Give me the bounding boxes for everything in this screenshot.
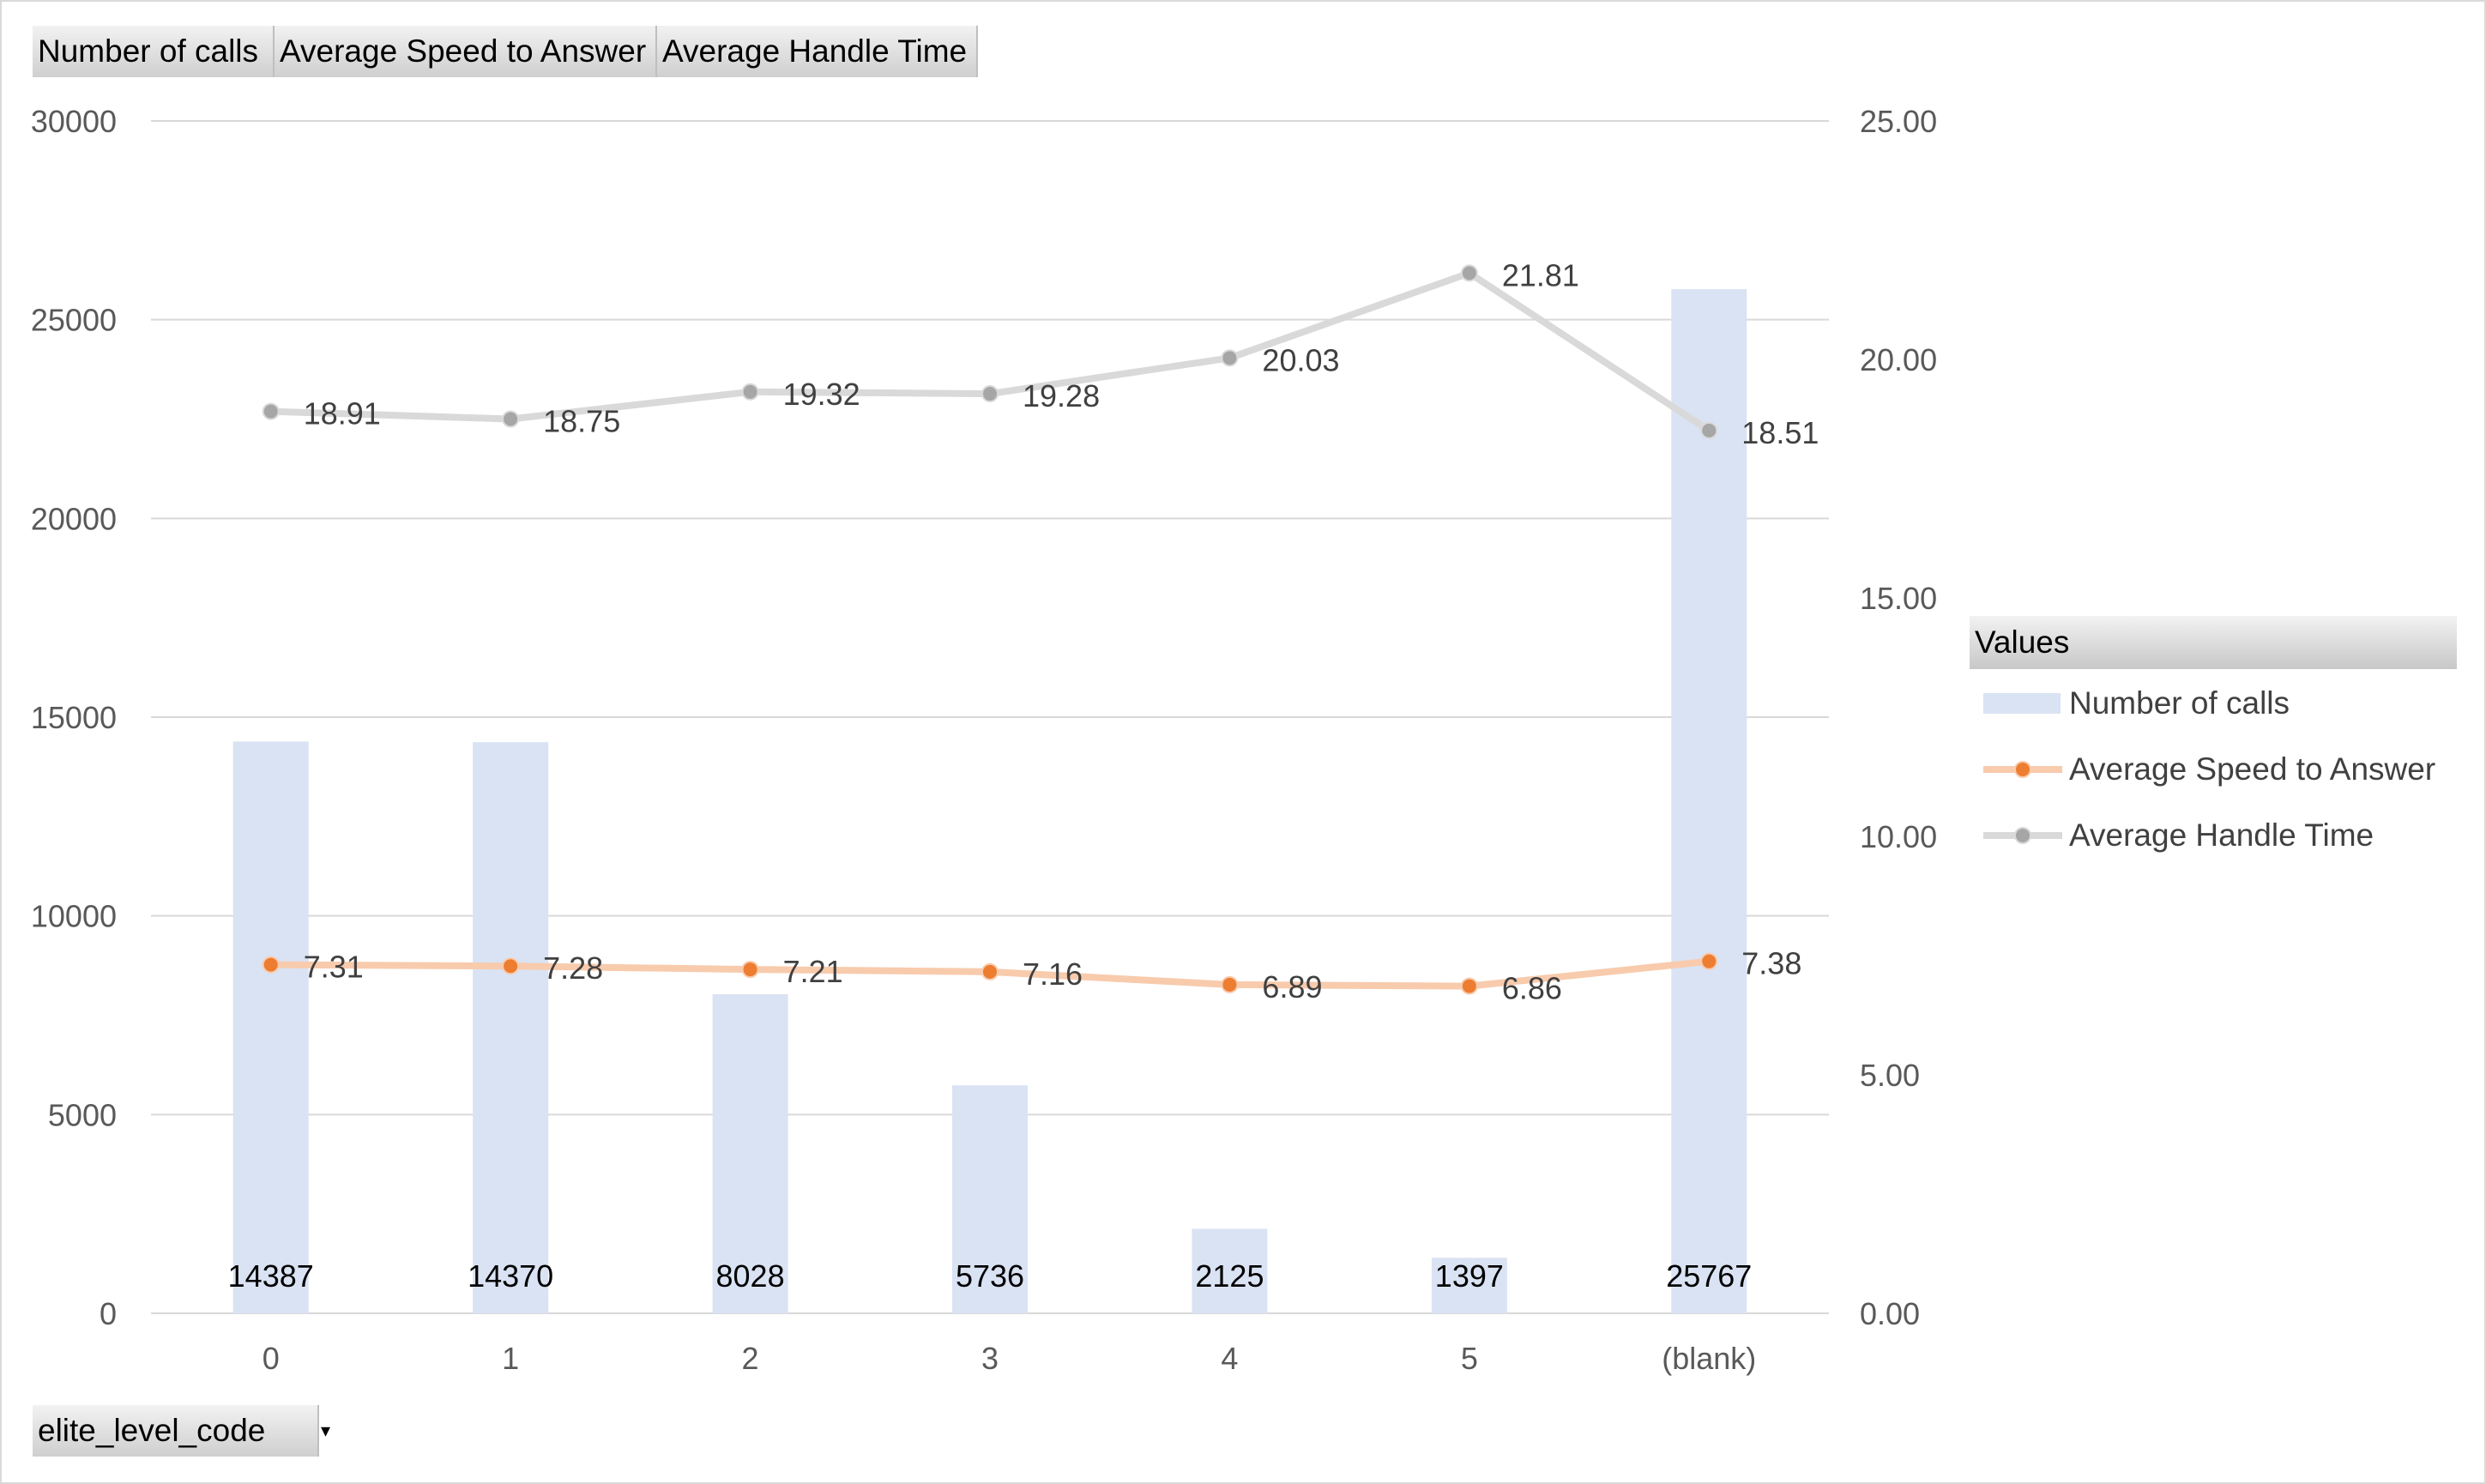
- point-aht: [1221, 349, 1239, 367]
- data-label-asa: 7.21: [783, 954, 843, 989]
- bar-data-label: 14370: [468, 1258, 553, 1294]
- point-asa: [741, 961, 759, 979]
- x-axis-tick-label: 0: [262, 1341, 280, 1376]
- x-axis-tick-label: 2: [742, 1341, 759, 1376]
- point-aht: [981, 385, 999, 403]
- y-axis-tick-label: 0: [100, 1296, 117, 1331]
- data-label-asa: 7.16: [1023, 956, 1083, 992]
- y-axis-tick-label: 25000: [31, 303, 117, 338]
- data-label-aht: 18.91: [304, 396, 381, 431]
- legend-label: Average Handle Time: [2069, 817, 2374, 853]
- bar-data-label: 2125: [1195, 1258, 1264, 1294]
- x-axis-tick-label: 1: [502, 1341, 519, 1376]
- bar-data-label: 8028: [716, 1258, 785, 1294]
- y-axis-tick-label: 5000: [48, 1097, 117, 1132]
- bar: [473, 742, 549, 1313]
- point-aht: [262, 402, 280, 420]
- axis-field-button-elite-level-code[interactable]: elite_level_code ▾: [33, 1405, 330, 1457]
- point-asa: [981, 962, 999, 980]
- x-axis-tick-label: 3: [981, 1341, 999, 1376]
- data-label-asa: 6.86: [1502, 971, 1562, 1006]
- y-axis-tick-label: 15000: [31, 700, 117, 735]
- y2-axis-tick-label: 5.00: [1860, 1058, 1920, 1093]
- y-axis-tick-label: 10000: [31, 899, 117, 934]
- point-asa: [1221, 975, 1239, 993]
- legend-line-swatch-asa: [1980, 748, 2066, 791]
- bar-data-label: 1397: [1435, 1258, 1504, 1294]
- y2-axis-tick-label: 0.00: [1860, 1296, 1920, 1331]
- data-label-asa: 7.31: [304, 950, 364, 985]
- bar-data-label: 14387: [228, 1258, 314, 1294]
- legend-label: Average Speed to Answer: [2069, 751, 2436, 787]
- bar: [232, 741, 309, 1313]
- data-label-aht: 21.81: [1502, 257, 1579, 293]
- bar: [952, 1085, 1028, 1313]
- y2-axis-tick-label: 25.00: [1860, 104, 1937, 139]
- point-asa: [1700, 952, 1718, 970]
- data-label-asa: 7.28: [543, 950, 603, 986]
- point-aht: [502, 410, 520, 428]
- data-label-aht: 19.32: [783, 377, 860, 412]
- data-label-layer: 14387 14370 8028 5736 2125 1397 25767 7.31 7.28 7…: [228, 257, 1819, 1294]
- legend-label: Number of calls: [2069, 685, 2290, 721]
- legend-bar-swatch: [1980, 682, 2066, 725]
- chevron-down-icon[interactable]: ▾: [321, 1420, 331, 1441]
- bar: [1671, 289, 1747, 1313]
- y2-axis-tick-label: 15.00: [1860, 581, 1937, 616]
- y-axis-tick-label: 20000: [31, 501, 117, 536]
- legend-line-swatch-aht: [1980, 814, 2066, 857]
- line-series-aht: [267, 269, 1713, 434]
- point-aht: [1700, 421, 1718, 439]
- point-asa: [262, 956, 280, 974]
- data-label-aht: 20.03: [1262, 342, 1339, 377]
- legend-title: Values: [1970, 616, 2457, 669]
- data-label-asa: 7.38: [1741, 946, 1801, 981]
- y-axis-tick-label: 30000: [31, 104, 117, 139]
- x-axis-tick-label: (blank): [1662, 1341, 1756, 1376]
- x-axis-tick-label: 5: [1461, 1341, 1478, 1376]
- bar-series-number-of-calls: [232, 289, 1747, 1313]
- bar-data-label: 5736: [956, 1258, 1024, 1294]
- axis-field-label: elite_level_code: [38, 1413, 266, 1448]
- bar: [1192, 1228, 1268, 1313]
- y2-axis-tick-label: 10.00: [1860, 819, 1937, 854]
- pivot-field-button-calls[interactable]: Number of calls: [33, 26, 275, 77]
- axis-labels: 0500010000150002000025000300000.005.0010…: [31, 104, 1937, 1376]
- line-series-layer: [262, 264, 1718, 995]
- bar: [1431, 1258, 1507, 1313]
- bar: [712, 994, 788, 1313]
- point-aht: [1460, 264, 1478, 282]
- point-aht: [741, 383, 759, 401]
- data-label-aht: 18.75: [543, 404, 620, 439]
- pivot-field-button-asa[interactable]: Average Speed to Answer: [275, 26, 657, 77]
- y2-axis-tick-label: 20.00: [1860, 342, 1937, 377]
- bar-data-label: 25767: [1666, 1258, 1752, 1294]
- pivot-field-button-aht[interactable]: Average Handle Time: [657, 26, 978, 77]
- data-label-aht: 18.51: [1741, 415, 1819, 450]
- point-asa: [502, 957, 520, 975]
- data-label-asa: 6.89: [1262, 969, 1322, 1004]
- data-label-aht: 19.28: [1023, 378, 1100, 413]
- x-axis-tick-label: 4: [1221, 1341, 1238, 1376]
- point-asa: [1460, 977, 1478, 995]
